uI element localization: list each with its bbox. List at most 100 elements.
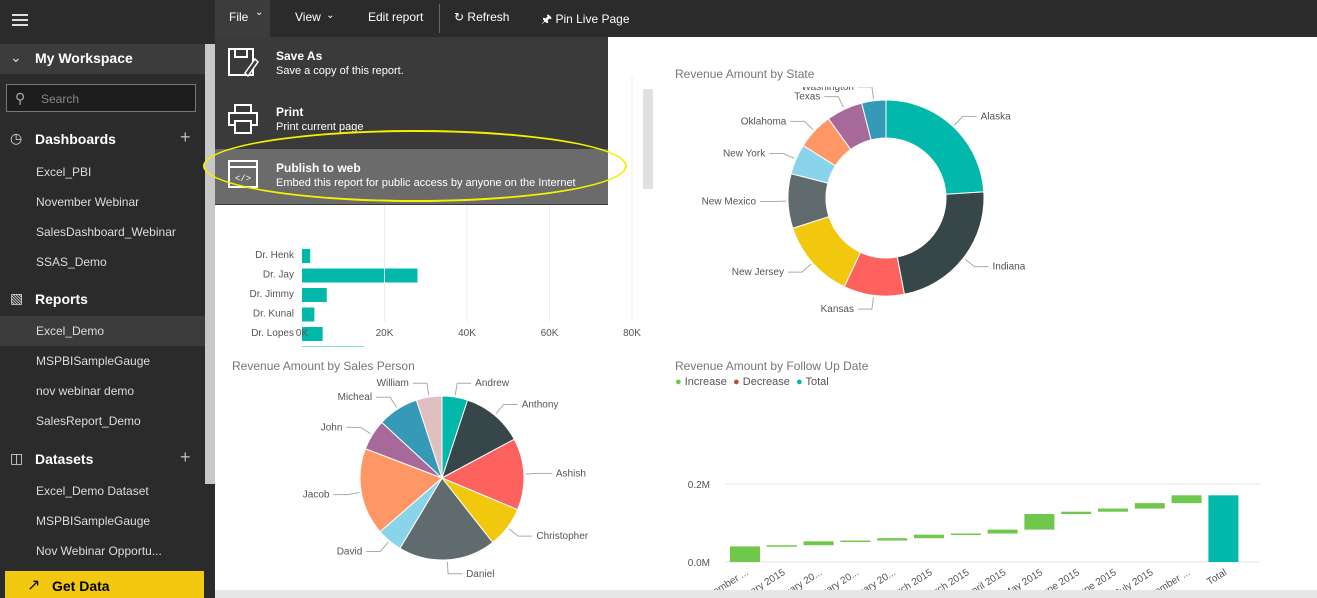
printer-icon bbox=[228, 104, 258, 134]
datasets-section[interactable]: ◫ Datasets + bbox=[0, 447, 205, 471]
bar bbox=[302, 249, 311, 263]
file-label: File bbox=[229, 10, 249, 24]
slice bbox=[861, 99, 887, 141]
get-data-label: Get Data bbox=[52, 578, 110, 594]
pin-icon: 🖈 bbox=[541, 12, 553, 26]
refresh-icon: ↻ bbox=[454, 10, 465, 24]
slice-label: William bbox=[377, 378, 409, 389]
person-chart-title: Revenue Amount by Sales Person bbox=[232, 359, 415, 373]
sidebar-item-dashboard[interactable]: SalesDashboard_Webinar bbox=[0, 217, 205, 247]
waterfall-bar bbox=[1208, 495, 1239, 562]
menu-item-save-as[interactable]: Save As Save a copy of this report. bbox=[215, 37, 608, 92]
report-canvas: Dr. Henk Dr. Jay Dr. Jimmy Dr. Kunal Dr. Lop… bbox=[215, 37, 1317, 590]
sidebar-item-report[interactable]: nov webinar demo bbox=[0, 376, 205, 406]
reports-section[interactable]: ▧ Reports bbox=[0, 287, 205, 311]
visual-scrollbar[interactable] bbox=[643, 89, 653, 189]
workspace-label: My Workspace bbox=[35, 50, 133, 66]
item-label: Excel_Demo bbox=[36, 324, 105, 338]
waterfall-bar bbox=[840, 540, 871, 543]
waterfall-bar bbox=[1024, 514, 1055, 530]
bar-category-label: Dr. Jay bbox=[263, 270, 294, 281]
leader-line bbox=[376, 396, 398, 408]
sidebar-item-dataset[interactable]: Nov Webinar Opportu... bbox=[0, 536, 205, 566]
waterfall-bar bbox=[1061, 511, 1092, 515]
sidebar-item-dashboard[interactable]: November Webinar bbox=[0, 187, 205, 217]
leader-line bbox=[790, 120, 814, 130]
dashboards-label: Dashboards bbox=[35, 131, 116, 147]
waterfall-bar bbox=[730, 546, 760, 562]
sidebar-item-report[interactable]: Excel_Demo bbox=[0, 316, 205, 346]
bar bbox=[302, 327, 323, 341]
legend-label: Total bbox=[805, 376, 829, 388]
leader-line bbox=[333, 492, 360, 496]
edit-report-button[interactable]: Edit report bbox=[368, 10, 423, 24]
datasets-label: Datasets bbox=[35, 451, 94, 467]
slice bbox=[359, 448, 443, 533]
bar-category-label: Dr. Henk bbox=[255, 250, 295, 261]
file-menu-button[interactable]: File ⌄ bbox=[215, 0, 270, 37]
menu-item-subtitle: Save a copy of this report. bbox=[276, 65, 404, 77]
sidebar-item-dashboard[interactable]: Excel_PBI bbox=[0, 157, 205, 187]
item-label: Excel_Demo Dataset bbox=[36, 484, 149, 498]
leader-line bbox=[454, 382, 472, 396]
chevron-down-icon: ⌄ bbox=[10, 49, 22, 65]
item-label: November Webinar bbox=[36, 195, 140, 209]
menu-item-print[interactable]: Print Print current page bbox=[215, 93, 608, 148]
bar bbox=[302, 288, 327, 302]
item-label: SalesReport_Demo bbox=[36, 414, 141, 428]
slice-label: Jacob bbox=[303, 490, 330, 501]
reports-label: Reports bbox=[35, 291, 88, 307]
slice-label: Christopher bbox=[536, 531, 588, 542]
leader-line bbox=[964, 258, 989, 268]
sidebar-item-report[interactable]: MSPBISampleGauge bbox=[0, 346, 205, 376]
sidebar-item-dashboard[interactable]: SSAS_Demo bbox=[0, 247, 205, 277]
pin-live-page-button[interactable]: 🖈 Pin Live Page bbox=[541, 10, 630, 31]
slice-label: Alaska bbox=[981, 111, 1011, 122]
sidebar-item-report[interactable]: SalesReport_Demo bbox=[0, 406, 205, 436]
toolbar: File ⌄ View ⌄ Edit report ↻ Refresh 🖈 Pi… bbox=[215, 0, 1317, 37]
leader-line bbox=[495, 403, 518, 414]
slice-label: Texas bbox=[794, 92, 820, 103]
bar bbox=[302, 346, 364, 347]
bar-chart-icon: ▧ bbox=[10, 290, 24, 306]
slice-label: David bbox=[337, 547, 363, 558]
x-tick-label: 80K bbox=[623, 328, 641, 339]
pin-live-page-label: Pin Live Page bbox=[555, 12, 630, 26]
dashboards-section[interactable]: ◷ Dashboards + bbox=[0, 127, 205, 151]
x-tick-label: 40K bbox=[458, 328, 476, 339]
slice-label: Washington bbox=[802, 87, 854, 93]
get-data-button[interactable]: ↗ Get Data bbox=[5, 571, 204, 598]
sidebar-scrollbar[interactable] bbox=[205, 44, 215, 484]
search-input[interactable]: ⚲ Search bbox=[6, 84, 196, 112]
bottom-scrollbar[interactable] bbox=[215, 590, 1317, 598]
hamburger-menu-icon[interactable] bbox=[12, 14, 28, 26]
slice-label: Ashish bbox=[556, 468, 586, 479]
highlight-ellipse bbox=[203, 130, 627, 202]
sidebar-item-dataset[interactable]: Excel_Demo Dataset bbox=[0, 476, 205, 506]
item-label: MSPBISampleGauge bbox=[36, 354, 151, 368]
legend-dot-increase: ● bbox=[675, 376, 682, 388]
menu-item-title: Print bbox=[276, 105, 304, 119]
x-tick-label: 60K bbox=[541, 328, 559, 339]
waterfall-chart: 0.2M0.0M08 December ...25 January 201505… bbox=[684, 480, 1260, 590]
waterfall-bar bbox=[1134, 503, 1165, 509]
view-menu-button[interactable]: View ⌄ bbox=[295, 10, 335, 24]
leader-line bbox=[857, 297, 874, 310]
workspace-header[interactable]: ⌄ My Workspace bbox=[0, 44, 205, 74]
item-label: nov webinar demo bbox=[36, 384, 135, 398]
refresh-button[interactable]: ↻ Refresh bbox=[454, 10, 509, 24]
add-dashboard-icon[interactable]: + bbox=[180, 127, 191, 147]
item-label: MSPBISampleGauge bbox=[36, 514, 151, 528]
search-placeholder: Search bbox=[41, 92, 80, 106]
slice bbox=[415, 395, 443, 479]
bar-category-label: Dr. Lopes bbox=[251, 328, 294, 339]
item-label: SalesDashboard_Webinar bbox=[36, 225, 176, 239]
bar bbox=[302, 268, 418, 283]
waterfall-bar bbox=[950, 533, 981, 536]
leader-line bbox=[824, 96, 844, 108]
menu-item-subtitle: Print current page bbox=[276, 121, 364, 133]
x-tick-label: 08 December ... bbox=[684, 567, 750, 590]
leader-line bbox=[446, 561, 463, 575]
add-dataset-icon[interactable]: + bbox=[180, 447, 191, 467]
sidebar-item-dataset[interactable]: MSPBISampleGauge bbox=[0, 506, 205, 536]
